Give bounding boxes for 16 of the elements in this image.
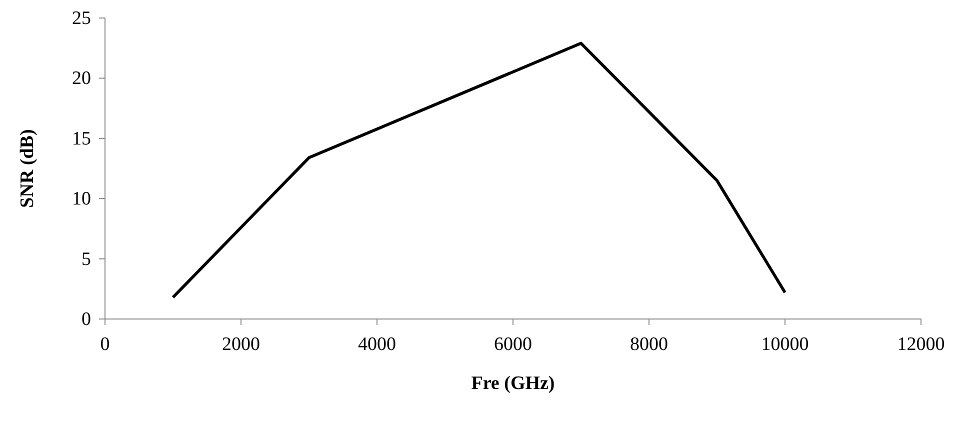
- x-tick-label: 4000: [358, 334, 396, 355]
- x-tick-label: 6000: [494, 334, 532, 355]
- y-axis-title: SNR (dB): [17, 129, 38, 208]
- x-tick-label: 2000: [222, 334, 260, 355]
- y-tick-label: 10: [72, 188, 91, 210]
- y-tick-label: 20: [72, 68, 91, 90]
- y-tick-label: 0: [82, 309, 91, 330]
- y-tick-label: 25: [72, 8, 91, 29]
- x-tick-label: 10000: [761, 334, 809, 355]
- x-tick-label: 12000: [897, 334, 945, 355]
- x-axis-title: Fre (GHz): [471, 373, 555, 394]
- x-tick-label: 0: [100, 334, 110, 355]
- y-tick-label: 15: [72, 128, 91, 150]
- line-series: [172, 42, 786, 299]
- y-tick-label: 5: [82, 248, 91, 270]
- x-tick-label: 8000: [630, 334, 668, 355]
